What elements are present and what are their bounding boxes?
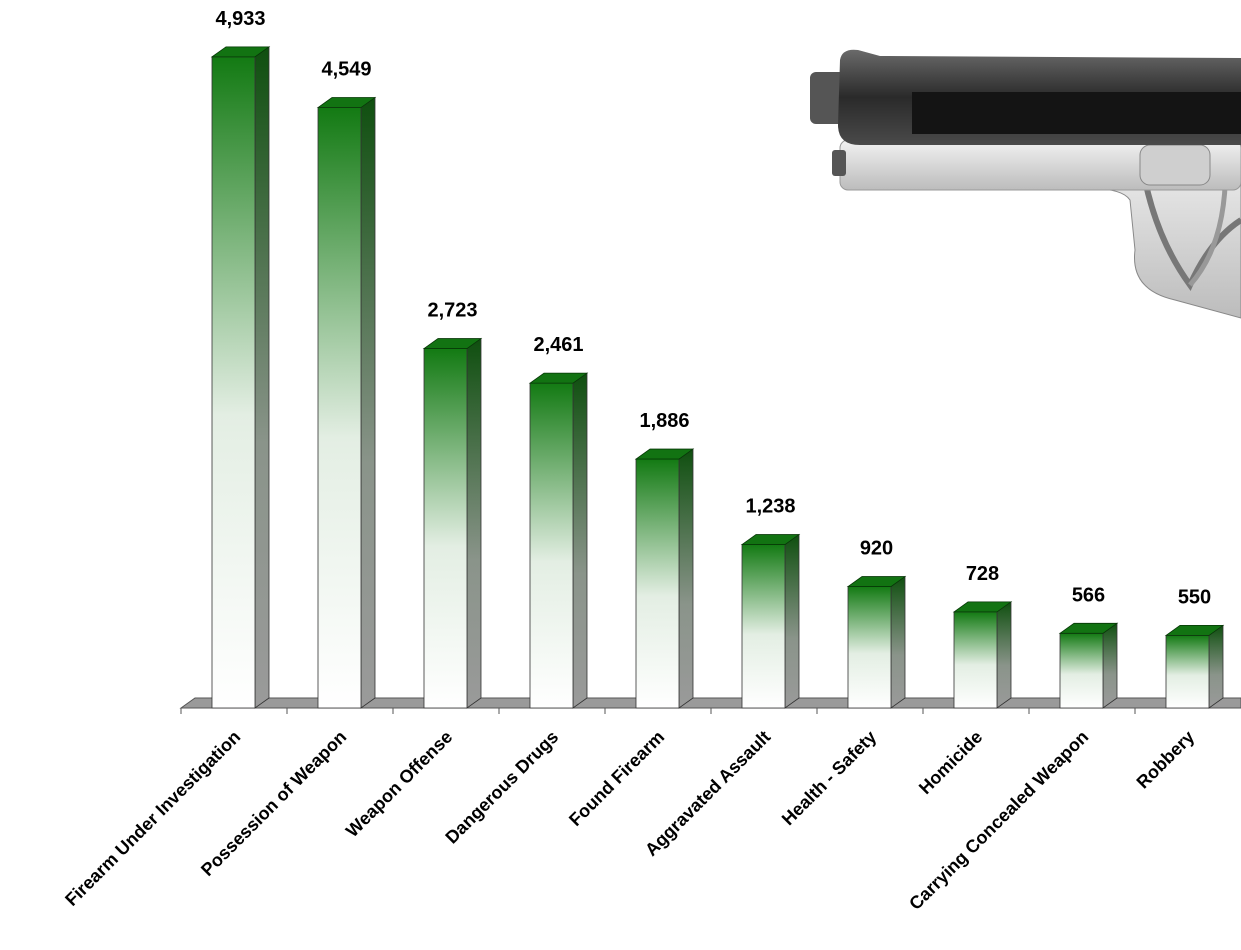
- bar-side: [996, 601, 1012, 709]
- pistol-illustration: [810, 49, 1241, 319]
- bar-group: [634, 448, 695, 709]
- bar-side: [466, 337, 482, 709]
- bar-side: [360, 96, 376, 709]
- bar-top: [846, 576, 907, 587]
- x-tick-label: Firearm Under Investigation: [61, 727, 244, 910]
- bar-group: [422, 337, 483, 709]
- bar-group: [740, 533, 801, 709]
- value-label: 2,723: [427, 300, 477, 322]
- bar: [953, 611, 998, 709]
- bar-side: [784, 533, 800, 709]
- bar-side: [254, 46, 270, 709]
- value-label: 1,886: [639, 410, 689, 432]
- bar: [211, 56, 256, 709]
- bar: [1165, 635, 1210, 709]
- bar-top: [952, 601, 1013, 613]
- x-tick-label: Health - Safety: [778, 727, 881, 830]
- value-label: 2,461: [533, 334, 583, 356]
- bar: [529, 382, 574, 709]
- bar-group: [846, 575, 907, 709]
- bar-top: [210, 46, 271, 58]
- bar-group: [210, 46, 271, 709]
- bar: [423, 348, 468, 709]
- bar: [635, 458, 680, 709]
- value-label: 4,549: [321, 59, 371, 81]
- bar-group: [316, 96, 377, 709]
- x-tick-label: Dangerous Drugs: [441, 727, 562, 848]
- bar: [317, 107, 362, 709]
- value-label: 728: [966, 563, 999, 585]
- bar-top: [1058, 622, 1119, 634]
- bar-group: [1164, 624, 1225, 709]
- value-label: 920: [860, 538, 893, 560]
- bar-top: [1164, 625, 1225, 636]
- bar-side: [1208, 624, 1224, 709]
- x-tick-label: Weapon Offense: [342, 727, 456, 841]
- bar-top: [422, 338, 483, 349]
- x-tick-label: Robbery: [1133, 727, 1199, 793]
- bar: [847, 586, 892, 709]
- value-label: 1,238: [745, 496, 795, 518]
- value-label: 550: [1178, 586, 1211, 608]
- bar-top: [740, 534, 801, 545]
- bar-top: [634, 448, 695, 460]
- value-label: 566: [1072, 584, 1105, 606]
- bar-side: [890, 575, 906, 709]
- bar-side: [678, 448, 694, 709]
- bar-group: [528, 372, 589, 709]
- x-tick-label: Found Firearm: [565, 727, 668, 830]
- value-label: 4,933: [215, 8, 265, 30]
- bar: [1059, 632, 1104, 709]
- bar: [741, 544, 786, 709]
- bar-group: [952, 601, 1013, 709]
- x-tick-label: Homicide: [915, 727, 986, 798]
- bar-side: [572, 372, 588, 709]
- x-tick-label: Carrying Concealed Weapon: [905, 727, 1092, 914]
- bar-top: [528, 372, 589, 384]
- bar-top: [316, 97, 377, 108]
- bar-group: [1058, 622, 1119, 709]
- bar-side: [1102, 622, 1118, 709]
